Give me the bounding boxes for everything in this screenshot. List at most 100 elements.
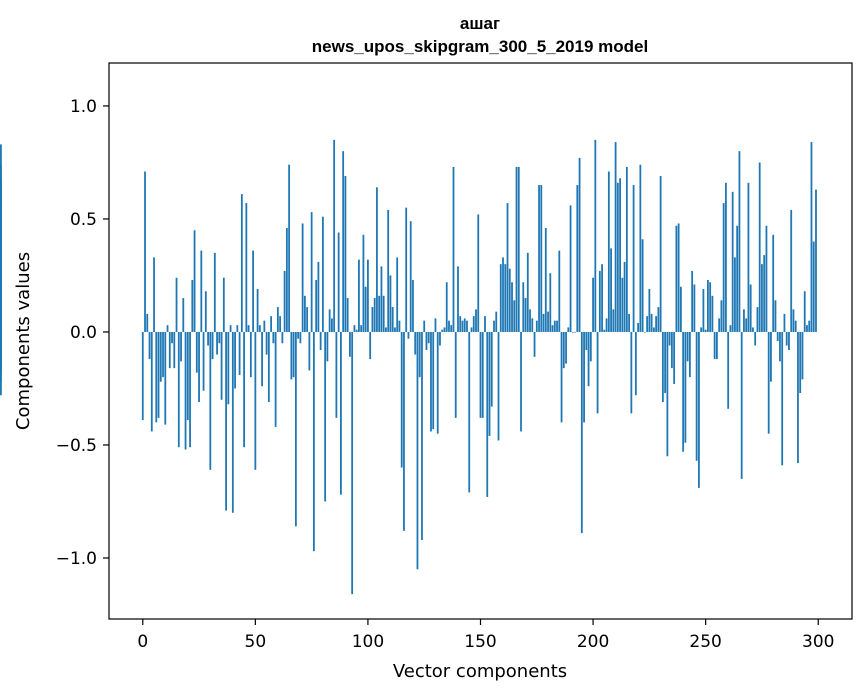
bar-46 <box>245 203 248 332</box>
x-tick-label: 150 <box>464 632 496 652</box>
bar-144 <box>466 320 468 332</box>
bar-280 <box>772 234 775 332</box>
bar-233 <box>666 331 669 457</box>
y-axis-ticks: −1.0 −0.5 0.0 0.5 1.0 <box>56 97 109 569</box>
bar-268 <box>745 318 748 332</box>
bar-242 <box>686 331 689 362</box>
bar-45 <box>243 331 245 448</box>
bar-6 <box>155 331 158 423</box>
bar-175 <box>535 320 538 332</box>
bar-288 <box>790 209 793 332</box>
bar-90 <box>344 176 347 332</box>
bar-224 <box>646 316 649 332</box>
bar-67 <box>292 331 295 378</box>
bar-115 <box>400 331 403 468</box>
bar-210 <box>614 142 617 332</box>
bar-9 <box>162 331 164 378</box>
bar-62 <box>281 331 284 344</box>
bar-245 <box>693 284 696 332</box>
bar-256 <box>718 318 721 332</box>
bar-3 <box>148 331 151 360</box>
bar-281 <box>774 300 777 332</box>
bar-146 <box>470 327 473 332</box>
bar-133 <box>441 329 444 332</box>
bar-159 <box>499 264 502 332</box>
bar-221 <box>639 164 642 332</box>
bar-14 <box>173 331 176 369</box>
bar-278 <box>767 331 770 434</box>
bar-168 <box>520 331 522 432</box>
bar-19 <box>184 331 187 450</box>
bar-269 <box>747 182 750 332</box>
bar-13 <box>171 331 173 344</box>
bar-195 <box>580 331 583 534</box>
chart-title: ашаг <box>460 14 500 33</box>
bar-284 <box>781 331 784 466</box>
bar-69 <box>297 331 300 339</box>
bar-155 <box>490 331 493 407</box>
bar-298 <box>812 241 815 332</box>
bar-267 <box>743 309 745 332</box>
bar-189 <box>567 327 570 332</box>
bar-232 <box>664 331 667 393</box>
bar-125 <box>423 320 426 332</box>
bar-254 <box>713 331 716 360</box>
bar-27 <box>202 331 205 391</box>
x-tick-label: 300 <box>802 632 834 652</box>
bar-38 <box>227 331 230 405</box>
x-axis-ticks: 0 50 100 150 200 250 300 <box>137 619 834 652</box>
bar-149 <box>477 214 480 332</box>
bar-237 <box>675 225 678 332</box>
bar-207 <box>607 171 610 332</box>
bar-209 <box>612 309 615 332</box>
bar-205 <box>603 329 606 332</box>
bar-99 <box>364 286 367 332</box>
bar-87 <box>337 232 340 332</box>
bar-151 <box>481 331 484 418</box>
bar-124 <box>421 331 423 540</box>
bar-255 <box>716 331 718 360</box>
bar-111 <box>391 307 394 332</box>
bar-74 <box>308 331 311 371</box>
bar-102 <box>371 307 374 332</box>
bar-5 <box>153 257 155 332</box>
bar-204 <box>601 264 603 332</box>
bar-276 <box>763 255 766 332</box>
bar-28 <box>204 291 207 332</box>
bar-188 <box>565 331 567 364</box>
bar-225 <box>648 289 651 332</box>
y-tick-label: 0.5 <box>70 210 97 230</box>
bar-289 <box>792 309 795 332</box>
bar-47 <box>247 325 250 332</box>
bar-191 <box>571 331 574 333</box>
bar-200 <box>592 277 594 332</box>
bar-82 <box>326 331 329 362</box>
bar-22 <box>191 279 194 332</box>
bar-114 <box>398 320 401 332</box>
bar-57 <box>270 316 273 332</box>
bar-17 <box>180 331 182 362</box>
bar-64 <box>285 227 288 332</box>
x-tick-label: 0 <box>137 632 148 652</box>
bar-25 <box>198 331 200 403</box>
y-tick-label: −0.5 <box>56 436 97 456</box>
bar-119 <box>409 221 412 332</box>
bar-294 <box>803 291 806 332</box>
bar-157 <box>495 311 498 332</box>
bar-140 <box>457 266 459 332</box>
bar-179 <box>544 227 547 332</box>
bar-15 <box>175 277 178 332</box>
bar-286 <box>785 331 788 346</box>
bar-295 <box>806 325 808 332</box>
bar-190 <box>569 205 572 332</box>
bar-174 <box>533 331 536 357</box>
bar-248 <box>700 327 703 332</box>
bar-243 <box>688 331 691 378</box>
bar-103 <box>373 298 376 332</box>
bar-167 <box>517 166 520 332</box>
bar-154 <box>488 331 491 436</box>
bar-270 <box>749 284 752 332</box>
bar-2 <box>146 313 149 332</box>
bar-292 <box>799 331 802 393</box>
bar-227 <box>652 327 655 332</box>
